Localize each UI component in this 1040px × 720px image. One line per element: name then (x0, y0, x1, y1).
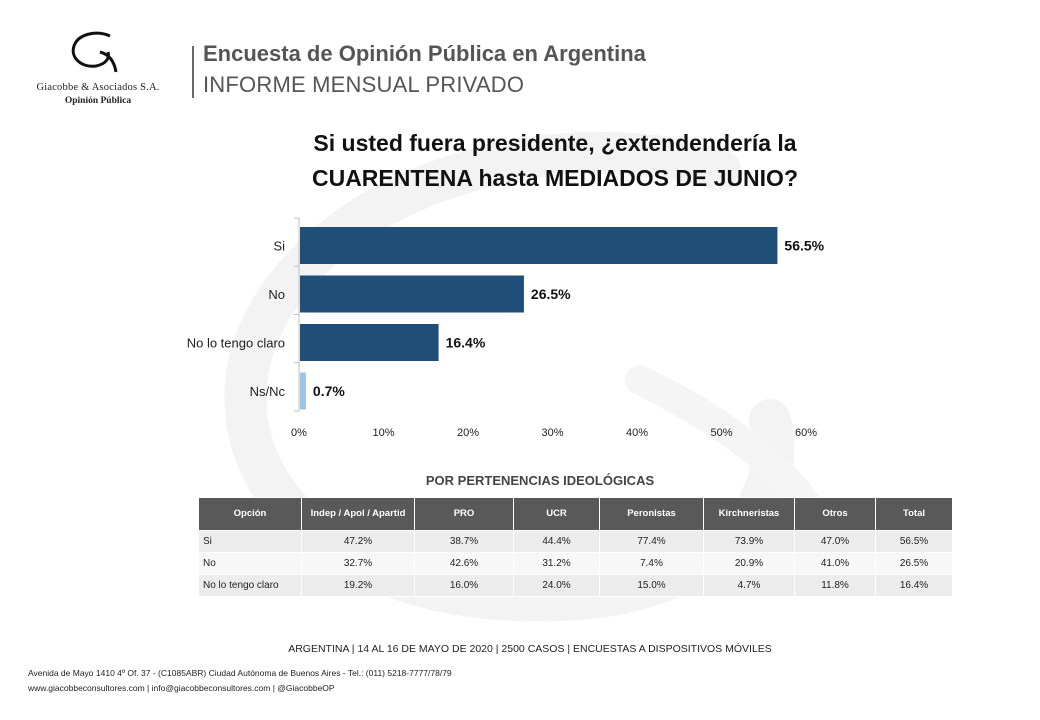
category-label: No lo tengo claro (187, 336, 285, 351)
company-logo: Giacobbe & Asociados S.A. Opinión Públic… (28, 28, 168, 118)
chart-title-line1: Si usted fuera presidente, ¿extendenderí… (313, 130, 797, 156)
table-cell: 20.9% (703, 552, 795, 575)
x-tick-label: 10% (372, 427, 394, 439)
table-cell: 7.4% (599, 552, 704, 575)
table-cell: 11.8% (794, 574, 876, 597)
table-cell: 56.5% (875, 530, 953, 553)
table-cell: 77.4% (599, 530, 704, 553)
table-cell: 32.7% (301, 552, 415, 575)
g-swirl-logo-icon (71, 31, 118, 73)
value-label: 56.5% (784, 238, 824, 254)
table-cell: 4.7% (703, 574, 795, 597)
table-cell: 26.5% (875, 552, 953, 575)
table-header-cell: Otros (794, 497, 876, 531)
x-tick-label: 50% (710, 427, 732, 439)
bar (300, 324, 439, 361)
table-cell: No (198, 552, 302, 575)
table-header-cell: Indep / Apol / Apartid (301, 497, 415, 531)
category-label: Ns/Nc (250, 384, 286, 399)
x-tick-label: 20% (457, 427, 479, 439)
chart-title-line2: CUARENTENA hasta MEDIADOS DE JUNIO? (311, 165, 799, 191)
table-cell: No lo tengo claro (198, 574, 302, 597)
table-header-cell: PRO (414, 497, 514, 531)
category-label: Si (273, 239, 285, 254)
table-header-cell: Peronistas (599, 497, 704, 531)
table-header-cell: UCR (513, 497, 600, 531)
table-cell: 44.4% (513, 530, 600, 553)
table-row: Si 47.2% 38.7% 44.4% 77.4% 73.9% 47.0% 56.5% (198, 530, 953, 553)
header-divider (192, 46, 194, 98)
table-cell: 16.4% (875, 574, 953, 597)
table-header-row: Opción Indep / Apol / Apartid PRO UCR Peroni… (198, 497, 953, 531)
table-row: No 32.7% 42.6% 31.2% 7.4% 20.9% 41.0% 26.5% (198, 552, 953, 575)
survey-info: ARGENTINA | 14 AL 16 DE MAYO DE 2020 | 2… (288, 643, 772, 655)
value-label: 26.5% (531, 286, 571, 302)
value-label: 0.7% (313, 383, 345, 399)
category-label: No (268, 287, 285, 302)
header-subtitle: INFORME MENSUAL PRIVADO (203, 72, 525, 97)
table-cell: 19.2% (301, 574, 415, 597)
bar (300, 275, 524, 313)
table-cell: 16.0% (414, 574, 514, 597)
table-cell: 42.6% (414, 552, 514, 575)
logo-company-name: Giacobbe & Asociados S.A. (36, 82, 160, 93)
table-header-cell: Kirchneristas (703, 497, 795, 531)
x-tick-label: 30% (541, 427, 563, 439)
chart-title: Si usted fuera presidente, ¿extendenderí… (230, 126, 880, 196)
x-tick-label: 0% (291, 427, 307, 439)
table-cell: Si (198, 530, 302, 553)
logo-subtitle: Opinión Pública (64, 96, 132, 106)
x-tick-label: 60% (795, 427, 817, 439)
table-title: POR PERTENENCIAS IDEOLÓGICAS (425, 473, 655, 488)
header-title: Encuesta de Opinión Pública en Argentina (203, 41, 646, 66)
table-cell: 73.9% (703, 530, 795, 553)
table-row: No lo tengo claro 19.2% 16.0% 24.0% 15.0% 4.7… (198, 574, 953, 597)
value-label: 16.4% (446, 335, 486, 351)
bar (300, 227, 778, 264)
ideology-table: Opción Indep / Apol / Apartid PRO UCR Peroni… (198, 497, 953, 597)
table-cell: 38.7% (414, 530, 514, 553)
footer-web: www.giacobbeconsultores.com | info@giaco… (28, 683, 335, 693)
table-cell: 24.0% (513, 574, 600, 597)
table-cell: 31.2% (513, 552, 600, 575)
table-cell: 15.0% (599, 574, 704, 597)
table-cell: 47.2% (301, 530, 415, 553)
table-cell: 47.0% (794, 530, 876, 553)
table-header-cell: Total (875, 497, 953, 531)
table-cell: 41.0% (794, 552, 876, 575)
bar (300, 372, 306, 410)
table-header-cell: Opción (198, 497, 302, 531)
footer-address: Avenida de Mayo 1410 4º Of. 37 - (C1085A… (28, 668, 452, 678)
x-tick-label: 40% (626, 427, 648, 439)
